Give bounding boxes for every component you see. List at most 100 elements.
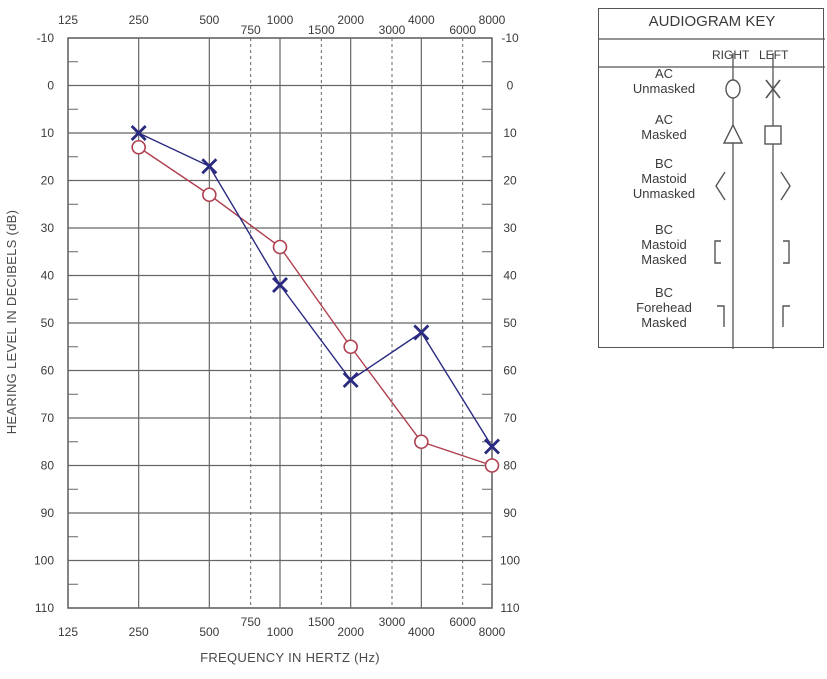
data-point-circle: [484, 458, 500, 473]
y-tick-label-left: 0: [47, 79, 54, 93]
key-row-label-line: Forehead: [636, 299, 692, 315]
key-row-label-line: BC: [654, 221, 674, 237]
data-point-x-stroke: [130, 125, 147, 141]
data-point-x: [201, 158, 218, 175]
data-point-circle: [131, 139, 146, 155]
key-row-label: BC Mastoid Unmasked: [599, 156, 729, 201]
y-tick-label-right: -10: [501, 31, 519, 45]
key-row-label-line: Masked: [641, 314, 687, 330]
key-row-label-line: Unmasked: [632, 185, 696, 201]
x-tick-label-bottom: 250: [129, 625, 149, 639]
y-tick-label-right: 0: [507, 79, 514, 93]
key-symbol-triangle: [722, 123, 744, 144]
key-symbol-square: [764, 125, 782, 145]
audiogram-chart: -10 -10 0 0 10 10 20 20 30 30 40 40 50 50 60 60 70 70 80 80…: [4, 13, 520, 665]
x-tick-label-top: 6000: [449, 23, 476, 37]
key-row-label-line: BC: [654, 155, 674, 171]
y-tick-label-right: 70: [503, 411, 517, 425]
x-tick-label-bottom: 4000: [408, 625, 435, 639]
key-row-label-line: Masked: [641, 251, 687, 267]
key-symbol-bracket-left: [714, 240, 721, 264]
y-tick-label-left: 50: [41, 316, 55, 330]
x-tick-label-top: 8000: [479, 13, 506, 27]
chart-grid: [67, 37, 493, 609]
data-point-x: [130, 125, 147, 141]
key-row-label-line: AC: [654, 66, 674, 81]
chart-series: [130, 125, 500, 473]
key-symbol-circle: [725, 79, 741, 99]
key-title: AUDIOGRAM KEY: [648, 13, 776, 30]
data-point-x: [272, 277, 288, 293]
y-tick-label-left: 60: [41, 364, 55, 378]
x-tick-label-bottom: 125: [58, 625, 78, 639]
y-tick-label-left: -10: [37, 31, 55, 45]
data-point-x: [342, 372, 359, 388]
data-point-circle: [272, 239, 288, 255]
x-tick-label-bottom: 1500: [308, 615, 335, 629]
key-symbol-x: [765, 79, 781, 99]
x-tick-label-bottom: 2000: [337, 625, 364, 639]
data-point-circle: [202, 187, 217, 203]
x-tick-label-bottom: 3000: [379, 615, 406, 629]
y-tick-label-left: 80: [41, 459, 55, 473]
x-tick-label-bottom: 1000: [267, 625, 294, 639]
key-symbol-angle-left: [715, 171, 726, 201]
key-symbol-x-stroke: [765, 79, 781, 99]
x-tick-label-top: 750: [241, 23, 261, 37]
x-tick-label-bottom: 6000: [449, 615, 476, 629]
key-row-label-line: AC: [654, 112, 674, 127]
y-tick-label-right: 80: [503, 459, 517, 473]
key-row-label-line: BC: [654, 284, 674, 300]
series-line-x: [138, 132, 493, 447]
audiogram-key: AUDIOGRAM KEY RIGHT LEFT AC Unmasked AC Mas…: [598, 8, 825, 349]
data-point-x-stroke: [272, 277, 288, 293]
y-tick-label-right: 110: [500, 601, 519, 615]
data-point-circle: [343, 339, 358, 355]
x-tick-label-top: 1000: [267, 13, 294, 27]
x-tick-label-top: 250: [129, 13, 149, 27]
data-point-x-stroke: [201, 158, 218, 175]
x-tick-label-top: 4000: [408, 13, 435, 27]
y-tick-label-right: 100: [500, 554, 520, 568]
y-tick-label-left: 110: [35, 601, 54, 615]
y-tick-label-left: 70: [41, 411, 55, 425]
x-tick-label-top: 3000: [379, 23, 406, 37]
y-tick-label-left: 30: [41, 221, 55, 235]
data-point-x-stroke: [484, 438, 500, 455]
key-row-label: AC Unmasked: [599, 66, 729, 96]
y-tick-label-right: 50: [503, 316, 517, 330]
y-tick-label-right: 40: [503, 269, 517, 283]
data-point-x-stroke: [342, 372, 359, 388]
data-point-x: [484, 438, 500, 455]
y-tick-label-left: 100: [34, 554, 54, 568]
data-point-x: [413, 324, 430, 341]
x-tick-label-top: 125: [58, 13, 78, 27]
x-tick-label-bottom: 8000: [479, 625, 506, 639]
x-tick-label-top: 1500: [308, 23, 335, 37]
y-tick-label-right: 20: [503, 174, 517, 188]
y-tick-label-right: 30: [503, 221, 517, 235]
y-axis-title: HEARING LEVEL IN DECIBELS (dB): [4, 210, 19, 435]
data-point-circle: [414, 434, 429, 450]
key-left-label: LEFT: [759, 48, 789, 62]
y-tick-label-left: 40: [41, 269, 55, 283]
key-right-label: RIGHT: [712, 48, 750, 62]
x-tick-label-top: 2000: [337, 13, 364, 27]
key-symbol-angle-right: [780, 171, 791, 201]
x-axis-title: FREQUENCY IN HERTZ (Hz): [200, 650, 380, 665]
y-tick-label-right: 60: [503, 364, 517, 378]
key-row-label: AC Masked: [599, 112, 729, 142]
chart-tick-labels: -10 -10 0 0 10 10 20 20 30 30 40 40 50 50 60 60 70 70 80 80…: [34, 13, 520, 639]
y-tick-label-left: 90: [41, 506, 55, 520]
key-symbol-corner-right: [717, 305, 725, 327]
y-tick-label-left: 10: [41, 126, 55, 140]
x-tick-label-bottom: 500: [199, 625, 219, 639]
x-tick-label-top: 500: [199, 13, 219, 27]
key-symbol-bracket-right: [783, 240, 790, 264]
series-line-circle: [138, 146, 493, 467]
key-row-label-line: Masked: [641, 127, 687, 142]
key-row-label-line: Mastoid: [641, 236, 687, 252]
y-tick-label-right: 90: [503, 506, 517, 520]
key-row-label: BC Forehead Masked: [599, 285, 729, 330]
key-lines: [599, 38, 825, 349]
